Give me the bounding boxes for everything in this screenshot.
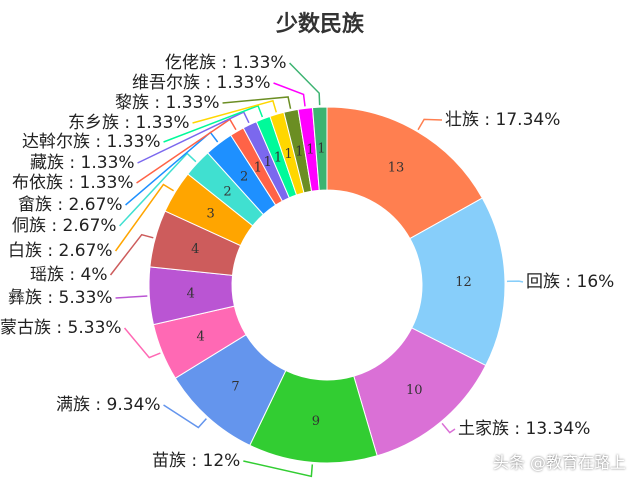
leader-line-14 (192, 99, 278, 124)
slice-17 (311, 106, 328, 191)
slice-value-label-10: 2 (240, 170, 248, 185)
leader-line-17 (289, 62, 321, 106)
slice-value-label-8: 3 (207, 207, 215, 222)
slice-outer-label-9: 侗族 : 2.67% (12, 216, 117, 236)
slice-value-label-14: 1 (284, 147, 292, 162)
slice-value-label-9: 2 (223, 184, 231, 199)
slice-outer-label-4: 满族 : 9.34% (56, 395, 161, 415)
slice-outer-label-14: 东乡族 : 1.33% (68, 113, 190, 133)
leader-line-5 (123, 327, 161, 359)
leader-line-16 (273, 82, 306, 107)
slice-outer-label-12: 藏族 : 1.33% (30, 153, 135, 173)
slice-value-label-12: 1 (264, 155, 272, 170)
slice-outer-label-16: 维吾尔族 : 1.33% (132, 73, 271, 93)
slice-outer-label-8: 白族 : 2.67% (8, 241, 113, 261)
leader-line-13 (163, 104, 264, 143)
slice-outer-label-2: 土家族 : 13.34% (458, 419, 590, 439)
slice-value-label-5: 4 (196, 330, 204, 345)
leader-line-1 (506, 280, 524, 283)
slice-outer-label-0: 壮族 : 17.34% (445, 110, 560, 130)
slice-value-label-2: 10 (406, 383, 423, 398)
leader-line-2 (441, 422, 456, 434)
slice-outer-label-7: 瑶族 : 4% (30, 265, 108, 285)
slice-value-label-15: 1 (295, 144, 303, 159)
leader-line-4 (163, 404, 207, 429)
slice-value-label-16: 1 (306, 143, 314, 158)
slice-outer-label-6: 彝族 : 5.33% (8, 288, 113, 308)
slice-outer-label-5: 蒙古族 : 5.33% (0, 318, 122, 338)
leader-line-7 (109, 233, 154, 276)
slice-outer-label-13: 达斡尔族 : 1.33% (22, 132, 161, 152)
slice-outer-label-15: 黎族 : 1.33% (115, 93, 220, 113)
slice-outer-label-11: 布依族 : 1.33% (12, 173, 134, 193)
slice-outer-label-1: 回族 : 16% (526, 272, 614, 292)
slice-value-label-13: 1 (274, 151, 282, 166)
slice-value-label-1: 12 (455, 275, 472, 290)
leader-line-3 (243, 460, 314, 478)
slice-value-label-4: 7 (231, 379, 239, 394)
slice-value-label-6: 4 (187, 286, 195, 301)
slice-outer-label-10: 畲族 : 2.67% (18, 195, 123, 215)
slice-value-label-3: 9 (312, 414, 320, 429)
chart-title: 少数民族 (275, 12, 364, 37)
slice-value-label-7: 4 (191, 242, 199, 257)
leader-line-8 (114, 183, 175, 252)
leader-line-9 (118, 152, 197, 227)
leader-line-0 (417, 118, 443, 131)
slice-value-label-17: 1 (317, 142, 325, 157)
slice-value-label-11: 1 (254, 160, 262, 175)
leader-line-6 (115, 295, 148, 299)
slice-value-label-0: 13 (388, 160, 405, 175)
watermark: 头条 @教育在路上 (492, 453, 626, 472)
slice-outer-label-3: 苗族 : 12% (152, 451, 240, 471)
slice-outer-label-17: 仡佬族 : 1.33% (165, 53, 287, 73)
leader-line-15 (222, 96, 292, 109)
